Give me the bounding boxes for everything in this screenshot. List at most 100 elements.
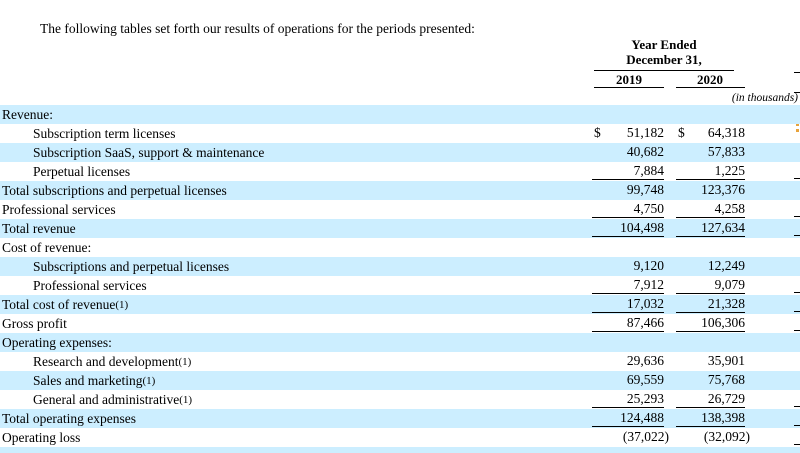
cell-value: 51,182 bbox=[626, 125, 664, 140]
value-cell-2020: 138,398 bbox=[676, 409, 745, 427]
value-cell-2020: 12,249 bbox=[676, 257, 745, 274]
value-cell-2019: 7,884 bbox=[592, 162, 664, 180]
clipped-column-rule-fragment bbox=[794, 444, 800, 445]
table-row: Professional services 7,912 9,079 bbox=[0, 276, 800, 295]
value-cell-2019: 4,750 bbox=[592, 200, 664, 218]
row-label: Total revenue bbox=[2, 219, 76, 238]
clipped-column-rule-fragment bbox=[794, 292, 800, 293]
value-cell-2020: 21,328 bbox=[676, 295, 745, 313]
table-row: Total subscriptions and perpetual licens… bbox=[0, 181, 800, 200]
table-row: Gross profit 87,466 106,306 bbox=[0, 314, 800, 333]
cell-value: 35,901 bbox=[707, 353, 745, 368]
clipped-column-rule-fragment bbox=[794, 72, 800, 73]
value-cell-2020: 35,901 bbox=[676, 352, 745, 369]
intro-paragraph: The following tables set forth our resul… bbox=[40, 20, 475, 36]
table-row: Operating expenses: bbox=[0, 333, 800, 352]
value-cell-2019: 9,120 bbox=[592, 257, 664, 274]
partial-next-row bbox=[0, 447, 800, 453]
row-label-text: Professional services bbox=[33, 278, 147, 293]
cell-value: 7,884 bbox=[633, 163, 664, 178]
value-cell-2020: 57,833 bbox=[676, 143, 745, 160]
dollar-sign: $ bbox=[594, 125, 601, 140]
value-cell-2019: 69,559 bbox=[592, 371, 664, 388]
value-cell-2019: 25,293 bbox=[592, 390, 664, 408]
cell-value: (37,022) bbox=[622, 429, 669, 444]
clipped-column-rule-fragment bbox=[794, 178, 800, 179]
cell-value: 25,293 bbox=[626, 391, 664, 406]
value-cell-2020: 127,634 bbox=[676, 219, 745, 237]
column-header-rule-2019 bbox=[594, 87, 664, 88]
footnote-reference: (1) bbox=[115, 299, 129, 311]
cell-value: 57,833 bbox=[707, 144, 745, 159]
value-cell-2019: 124,488 bbox=[592, 409, 664, 427]
value-cell-2019: 40,682 bbox=[592, 143, 664, 160]
cell-value: 127,634 bbox=[701, 220, 745, 235]
cell-value: 1,225 bbox=[714, 163, 745, 178]
dollar-sign: $ bbox=[678, 125, 685, 140]
cell-value: 138,398 bbox=[701, 410, 745, 425]
row-label: Research and development(1) bbox=[33, 352, 191, 373]
table-row: Cost of revenue: bbox=[0, 238, 800, 257]
cell-value: 64,318 bbox=[707, 125, 745, 140]
cell-value: 75,768 bbox=[707, 372, 745, 387]
column-header-rule-2020 bbox=[676, 87, 745, 88]
cell-value: 21,328 bbox=[707, 296, 745, 311]
column-header-2019: 2019 bbox=[616, 72, 642, 87]
row-label-text: Subscription SaaS, support & maintenance bbox=[33, 145, 265, 160]
row-label-text: Total subscriptions and perpetual licens… bbox=[2, 183, 227, 198]
row-label-text: Research and development bbox=[33, 354, 179, 369]
period-header-line2: December 31, bbox=[626, 52, 702, 67]
footnote-reference: (1) bbox=[178, 356, 192, 368]
cell-value: 17,032 bbox=[626, 296, 664, 311]
row-label: Subscription term licenses bbox=[33, 124, 175, 143]
value-cell-2019: (37,022) bbox=[592, 428, 669, 445]
value-cell-2019: 7,912 bbox=[592, 276, 664, 294]
table-row: Operating loss (37,022) (32,092) bbox=[0, 428, 800, 447]
value-cell-2020: 26,729 bbox=[676, 390, 745, 408]
column-header-2020: 2020 bbox=[697, 72, 723, 87]
cell-value: 9,079 bbox=[714, 277, 745, 292]
table-row: General and administrative(1) 25,293 26,72… bbox=[0, 390, 800, 409]
row-label: Sales and marketing(1) bbox=[33, 371, 155, 392]
row-label-text: Perpetual licenses bbox=[33, 164, 131, 179]
row-label: Revenue: bbox=[2, 105, 53, 124]
cell-value: 40,682 bbox=[626, 144, 664, 159]
clipped-column-rule-fragment bbox=[794, 311, 800, 312]
cell-value: 4,750 bbox=[633, 201, 664, 216]
clipped-glyph-fragment bbox=[796, 123, 799, 126]
clipped-glyph-fragment bbox=[796, 129, 799, 132]
row-label: Cost of revenue: bbox=[2, 238, 91, 257]
table-row: Total revenue 104,498 127,634 bbox=[0, 219, 800, 238]
results-of-operations-table: Revenue: Subscription term licenses $51,18… bbox=[0, 105, 800, 453]
cell-value: 99,748 bbox=[626, 182, 664, 197]
table-row: Sales and marketing(1) 69,559 75,768 bbox=[0, 371, 800, 390]
table-row: Total operating expenses 124,488 138,398 bbox=[0, 409, 800, 428]
cell-value: 124,488 bbox=[620, 410, 664, 425]
row-label-text: Cost of revenue: bbox=[2, 240, 92, 255]
row-label-text: Total operating expenses bbox=[2, 411, 137, 426]
row-label-text: Professional services bbox=[2, 202, 116, 217]
row-label: Professional services bbox=[2, 200, 116, 219]
table-row: Perpetual licenses 7,884 1,225 bbox=[0, 162, 800, 181]
clipped-column-rule-fragment bbox=[794, 330, 800, 331]
units-note: (in thousands) bbox=[731, 92, 798, 104]
cell-value: 26,729 bbox=[707, 391, 745, 406]
value-cell-2019: 104,498 bbox=[592, 219, 664, 237]
value-cell-2019: 87,466 bbox=[592, 314, 664, 332]
period-header-rule bbox=[594, 70, 734, 71]
value-cell-2019: $51,182 bbox=[592, 124, 664, 141]
period-header-line1: Year Ended bbox=[631, 37, 697, 52]
value-cell-2019: 17,032 bbox=[592, 295, 664, 313]
row-label-text: General and administrative bbox=[33, 392, 180, 407]
cell-value: 12,249 bbox=[707, 258, 745, 273]
row-label-text: Subscription term licenses bbox=[33, 126, 176, 141]
table-row: Subscription term licenses $51,182 $64,318 bbox=[0, 124, 800, 143]
row-label: Operating loss bbox=[2, 428, 80, 447]
clipped-column-rule-fragment bbox=[794, 425, 800, 426]
cell-value: 106,306 bbox=[701, 315, 745, 330]
clipped-column-rule-fragment bbox=[794, 216, 800, 217]
row-label-text: Total cost of revenue bbox=[2, 297, 116, 312]
row-label-text: Subscriptions and perpetual licenses bbox=[33, 259, 230, 274]
cell-value: 9,120 bbox=[633, 258, 664, 273]
